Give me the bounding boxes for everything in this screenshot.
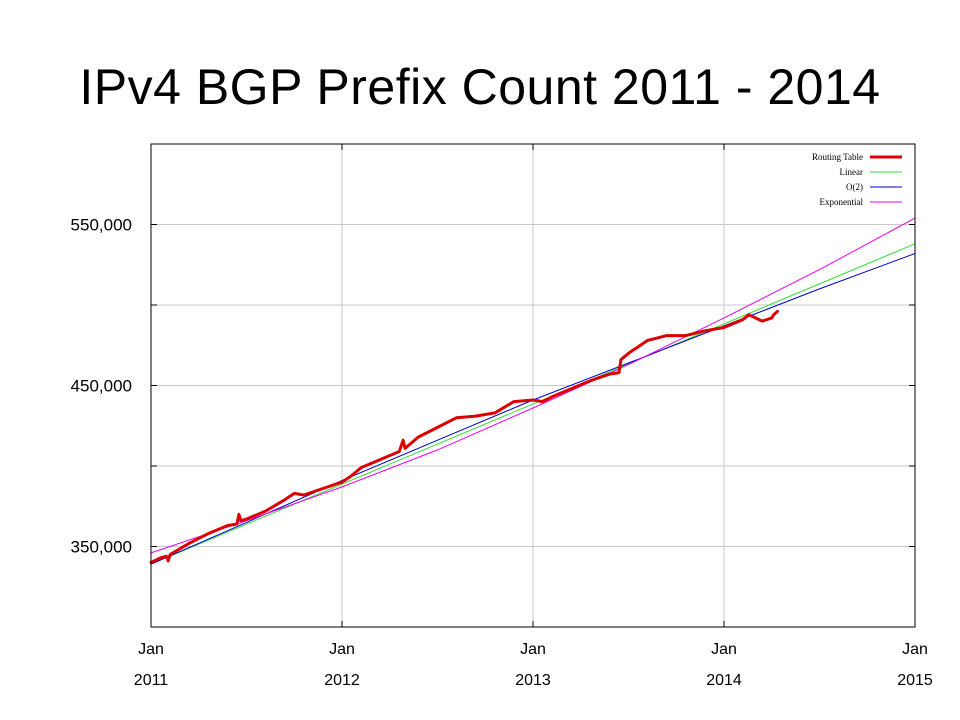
legend-label-linear: Linear [840,167,863,177]
series-lines [149,217,916,565]
legend-label-exponential: Exponential [820,197,864,207]
x-tick-label-month: Jan [711,641,737,658]
series-line-linear [150,243,916,565]
legend-label-o-2: O(2) [846,182,863,192]
legend: Routing Table Linear O(2) Exponential [812,152,902,207]
x-tick-label-month: Jan [520,641,546,658]
legend-label-routing-table: Routing Table [812,152,863,162]
x-tick-label-year: 2013 [515,672,551,689]
x-tick-label-year: 2014 [706,672,742,689]
x-tick-label-year: 2011 [134,672,169,689]
x-tick-label-month: Jan [329,641,355,658]
axis-tick-labels: Jan 2011 Jan 2012 Jan 2013 Jan 2014 Jan 2015 350,0… [71,216,933,690]
y-tick-label: 550,000 [71,216,132,235]
grid-lines [151,144,915,627]
slide-title: IPv4 BGP Prefix Count 2011 - 2014 [79,59,881,115]
axis-ticks [150,144,916,627]
y-tick-label: 450,000 [71,377,132,396]
series-line-routing-table [149,309,779,565]
x-tick-label-month: Jan [138,641,164,658]
x-tick-label-year: 2015 [897,672,933,689]
x-tick-label-year: 2012 [324,672,360,689]
series-line-exponential [150,217,916,554]
x-tick-label-month: Jan [902,641,928,658]
y-tick-label: 350,000 [71,538,132,557]
